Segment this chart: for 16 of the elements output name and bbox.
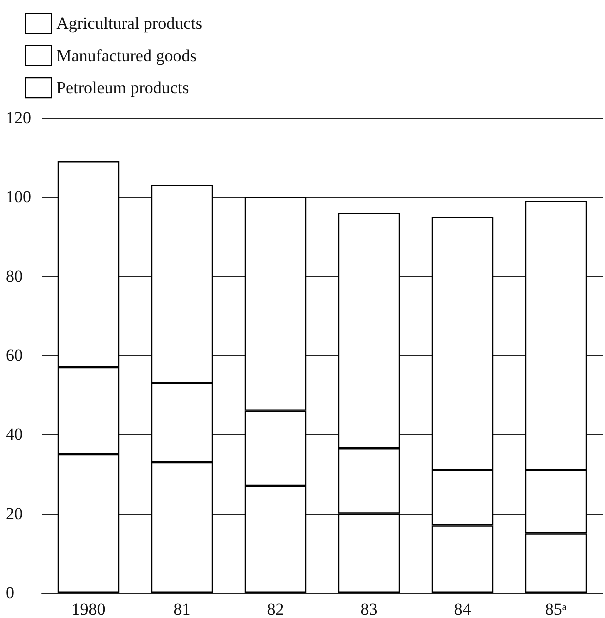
x-tick-label: 85ᵃ bbox=[545, 600, 568, 618]
x-tick-label: 82 bbox=[267, 600, 284, 618]
y-tick-label: 60 bbox=[6, 346, 23, 365]
y-tick-label: 80 bbox=[6, 266, 23, 286]
x-tick-label: 1980 bbox=[72, 600, 106, 618]
y-tick-label: 40 bbox=[6, 425, 23, 444]
y-tick-label: 0 bbox=[6, 584, 14, 602]
y-tick-label: 20 bbox=[6, 504, 23, 524]
x-tick-label: 81 bbox=[174, 600, 191, 618]
legend-label: Agricultural products bbox=[56, 14, 202, 34]
x-tick-label: 83 bbox=[360, 600, 378, 618]
x-tick-label: 84 bbox=[454, 600, 472, 618]
legend-label: Manufactured goods bbox=[56, 46, 197, 66]
y-tick-label: 100 bbox=[6, 188, 32, 207]
legend-label: Petroleum products bbox=[56, 78, 190, 98]
y-tick-label: 120 bbox=[6, 108, 32, 128]
